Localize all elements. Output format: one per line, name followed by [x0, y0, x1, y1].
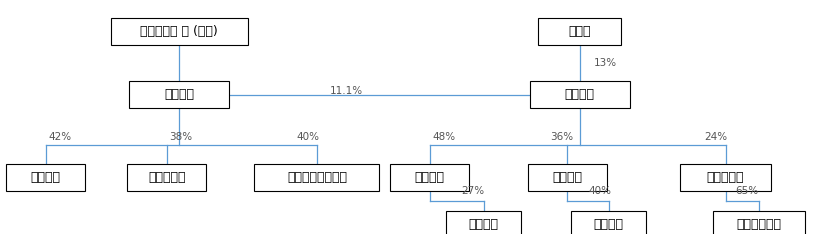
Text: 호텔롯데: 호텔롯데	[164, 88, 194, 101]
Text: 40%: 40%	[296, 132, 319, 142]
Bar	[7, 164, 85, 191]
Text: 42%: 42%	[48, 132, 72, 142]
Bar	[680, 164, 771, 191]
Text: 40%: 40%	[588, 186, 611, 196]
Text: 48%: 48%	[432, 132, 455, 142]
Text: 27%: 27%	[461, 186, 485, 196]
Text: 롯데렌탈: 롯데렌탈	[31, 171, 61, 184]
Text: 24%: 24%	[705, 132, 728, 142]
Bar	[527, 164, 606, 191]
Text: 65%: 65%	[736, 186, 759, 196]
Text: 롯데케미칼: 롯데케미칼	[707, 171, 744, 184]
Bar	[530, 81, 630, 108]
Text: 롯데알미늄: 롯데알미늄	[148, 171, 185, 184]
Bar	[110, 18, 249, 45]
Text: 롯데정보통신: 롯데정보통신	[736, 218, 781, 231]
Text: 신동빈: 신동빈	[569, 25, 590, 38]
Text: 롯데액셀러레이터: 롯데액셀러레이터	[287, 171, 347, 184]
Text: 롯데홀딩스 등 (일본): 롯데홀딩스 등 (일본)	[140, 25, 219, 38]
Text: 롯데지주: 롯데지주	[565, 88, 595, 101]
Bar	[571, 211, 646, 234]
Bar	[127, 164, 207, 191]
Text: 13%: 13%	[594, 58, 617, 68]
Text: 롯데쇼핑: 롯데쇼핑	[594, 218, 624, 231]
Text: 38%: 38%	[169, 132, 193, 142]
Text: 11.1%: 11.1%	[329, 86, 363, 96]
Bar	[129, 81, 229, 108]
Text: 롯데제과: 롯데제과	[414, 171, 445, 184]
Text: 36%: 36%	[550, 132, 574, 142]
Text: 롯데황성: 롯데황성	[469, 218, 499, 231]
Bar	[390, 164, 469, 191]
Bar	[254, 164, 379, 191]
Bar	[713, 211, 805, 234]
Bar	[538, 18, 621, 45]
Bar	[446, 211, 521, 234]
Text: 롯데푸드: 롯데푸드	[552, 171, 582, 184]
